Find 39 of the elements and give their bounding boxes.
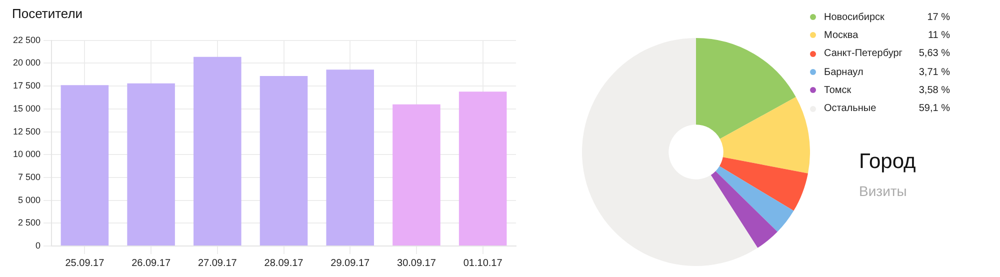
- x-tick-label: 01.10.17: [463, 258, 503, 269]
- x-tick-label: 25.09.17: [65, 258, 105, 269]
- legend-label: Новосибирск: [824, 12, 886, 23]
- y-tick-label: 0: [36, 240, 41, 250]
- y-tick-label: 15 000: [12, 103, 41, 114]
- y-tick-label: 20 000: [12, 58, 41, 68]
- bar: [260, 76, 308, 246]
- data-label: 17 %: [927, 12, 950, 23]
- x-tick-label: 27.09.17: [198, 258, 238, 269]
- bar: [326, 70, 374, 246]
- y-tick-label: 5 000: [18, 194, 41, 205]
- text: Город: [859, 150, 916, 174]
- x-tick-label: 29.09.17: [330, 258, 370, 269]
- y-tick-label: 17 500: [12, 80, 41, 91]
- bar: [127, 83, 175, 246]
- y-tick-label: 7 500: [18, 172, 41, 182]
- legend-label: Томск: [824, 84, 852, 96]
- y-tick-label: 12 500: [12, 126, 41, 136]
- legend-label: Москва: [824, 30, 860, 41]
- bar: [458, 92, 507, 246]
- legend-label: Остальные: [824, 103, 878, 114]
- x-tick-label: 28.09.17: [264, 258, 304, 269]
- bar: [194, 56, 242, 246]
- y-tick-label: 10 000: [12, 149, 41, 160]
- data-label: 3,58 %: [918, 84, 950, 96]
- bar: [60, 85, 109, 246]
- data-label: 11 %: [928, 30, 950, 41]
- data-label: 59,1 %: [918, 103, 950, 114]
- y-tick-label: 22 500: [12, 34, 41, 45]
- x-tick-label: 30.09.17: [397, 258, 436, 269]
- data-label: 3,71 %: [918, 66, 950, 78]
- bar: [392, 104, 440, 246]
- x-tick-label: 26.09.17: [132, 258, 171, 269]
- data-label: 5,63 %: [918, 48, 950, 60]
- y-tick-label: 2 500: [18, 218, 41, 228]
- text: Визиты: [859, 183, 907, 199]
- legend-label: Санкт-Петербург: [824, 48, 904, 60]
- chart-title: Посетители: [12, 6, 83, 21]
- legend-label: Барнаул: [824, 66, 864, 78]
